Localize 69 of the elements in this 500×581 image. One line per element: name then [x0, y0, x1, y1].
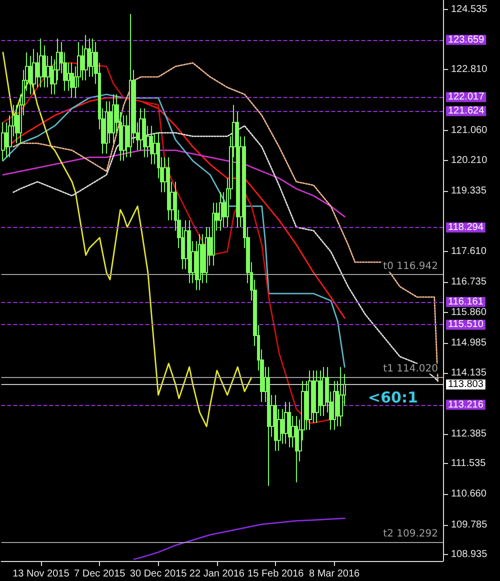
- ref-line-label: t2 109.292: [383, 528, 438, 540]
- candlestick: [212, 202, 215, 266]
- candlestick: [143, 108, 146, 158]
- candlestick: [32, 48, 36, 95]
- candlestick: [198, 234, 201, 291]
- y-tick-label: 115.860: [451, 306, 487, 318]
- y-tick-label: 119.335: [451, 186, 487, 197]
- line-series: [2, 97, 346, 319]
- candlestick: [267, 366, 270, 486]
- line-series: [2, 150, 346, 218]
- candlestick: [150, 125, 153, 165]
- x-tick-label: 13 Nov 2015: [12, 568, 70, 580]
- candlestick: [205, 226, 208, 284]
- candlestick: [122, 114, 126, 162]
- candlestick: [188, 220, 191, 284]
- ref-line-label: 115.510: [448, 319, 484, 330]
- candlestick: [308, 370, 312, 430]
- y-tick-label: 112.385: [451, 428, 487, 440]
- candlestick: [274, 394, 277, 452]
- y-tick-label: 110.660: [451, 488, 487, 500]
- line-series: [12, 62, 439, 382]
- candlestick: [295, 415, 298, 483]
- candlestick: [315, 370, 319, 424]
- line-series: [133, 518, 346, 560]
- candlestick: [50, 55, 53, 95]
- candlestick: [112, 94, 115, 144]
- candlestick: [1, 122, 5, 162]
- y-tick-label: 109.785: [451, 519, 488, 530]
- line-series: [2, 52, 252, 428]
- ref-line-label: 113.803: [448, 378, 484, 390]
- x-tick-label: 15 Feb 2016: [248, 568, 304, 580]
- ref-line-label: 116.161: [448, 296, 484, 308]
- y-tick-label: 116.735: [451, 276, 487, 288]
- candlestick: [88, 38, 91, 78]
- candlestick: [284, 401, 288, 444]
- ref-line-label: 123.659: [448, 34, 485, 46]
- y-tick-label: 114.135: [451, 367, 487, 378]
- ref-line-label: 118.294: [448, 222, 484, 234]
- annotation: <60:1: [368, 388, 418, 406]
- ref-line-label: 121.624: [448, 106, 485, 117]
- candlestick: [322, 366, 326, 416]
- ref-line-label: 113.216: [448, 399, 484, 410]
- x-tick-label: 22 Jan 2016: [189, 568, 245, 580]
- x-tick-label: 7 Dec 2015: [74, 568, 126, 580]
- candlestick: [84, 34, 88, 81]
- candlestick: [167, 156, 170, 221]
- y-tick-label: 122.810: [451, 64, 488, 76]
- y-tick-label: 108.935: [451, 549, 488, 560]
- candlestick: [333, 380, 336, 430]
- line-series: [2, 94, 346, 368]
- x-tick-label: 30 Dec 2015: [130, 568, 188, 580]
- ref-line-label: t0 116.942: [383, 261, 438, 272]
- x-tick-label: 8 Mar 2016: [308, 568, 360, 580]
- ref-line-label: 122.017: [448, 92, 485, 103]
- candlestick: [70, 62, 74, 98]
- ref-line-label: t1 114.020: [383, 363, 438, 374]
- y-tick-label: 120.210: [451, 154, 488, 166]
- candlestick: [105, 100, 108, 154]
- candlestick: [39, 38, 43, 88]
- candlestick: [339, 366, 343, 427]
- candlestick: [219, 192, 222, 232]
- y-tick-label: 111.535: [451, 458, 486, 470]
- line-series: [12, 125, 439, 382]
- y-tick-label: 121.060: [451, 125, 488, 136]
- y-tick-label: 117.610: [451, 246, 487, 257]
- y-tick-label: 124.535: [451, 4, 488, 15]
- candlestick: [288, 401, 291, 448]
- candlestick: [129, 13, 132, 158]
- y-tick-label: 114.985: [451, 338, 487, 349]
